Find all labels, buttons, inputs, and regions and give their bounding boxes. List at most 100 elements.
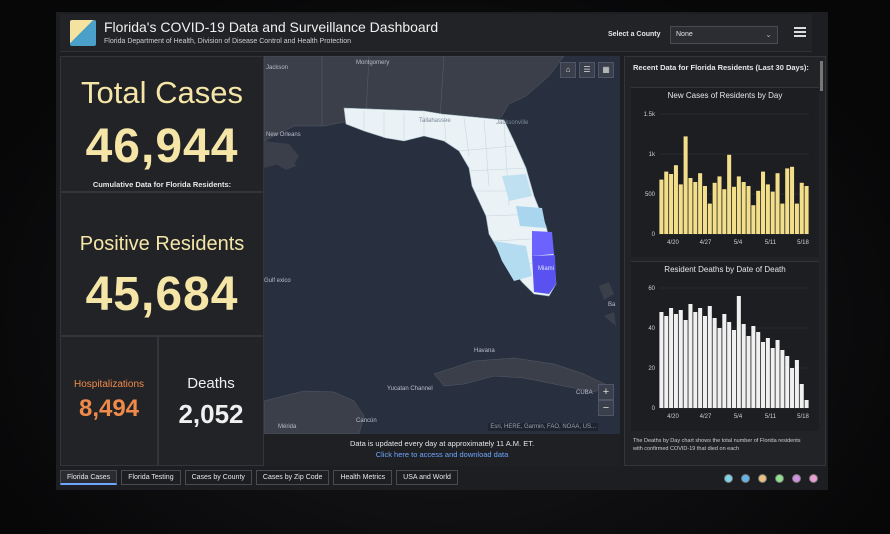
bottom-tabs: Florida Cases Florida Testing Cases by Cou… — [60, 470, 458, 488]
chart-bar — [707, 203, 712, 234]
chart-bar — [770, 348, 775, 408]
map-label-yucatan: Yucatan Channel — [387, 386, 433, 392]
map-attribution[interactable]: Esri, HERE, Garmin, FAO, NOAA, US... — [488, 423, 598, 431]
chart-bar — [741, 324, 746, 408]
deaths-chart-title: Resident Deaths by Date of Death — [664, 265, 786, 274]
map-label-montgomery: Montgomery — [356, 60, 390, 66]
total-cases-panel: Total Cases 46,944 Cumulative Data for F… — [60, 56, 264, 192]
map-label-tallahassee: Tallahassee — [419, 118, 451, 124]
chart-bar — [717, 328, 722, 408]
zoom-in-button[interactable]: + — [598, 384, 614, 400]
deaths-chart: Resident Deaths by Date of Death 60 40 20 0… — [631, 261, 819, 431]
widget-dot-button[interactable] — [724, 474, 733, 483]
x-tick-label: 5/11 — [765, 240, 777, 246]
dashboard-screen: Florida's COVID-19 Data and Surveillance… — [56, 12, 828, 490]
chevron-down-icon: ⌄ — [765, 30, 772, 39]
chart-bar — [664, 171, 669, 234]
chart-bar — [673, 165, 678, 234]
tab-health-metrics[interactable]: Health Metrics — [333, 470, 393, 485]
tab-florida-testing[interactable]: Florida Testing — [121, 470, 181, 485]
chart-bar — [683, 136, 688, 234]
map-label-ba: Ba — [608, 302, 616, 308]
chart-bar — [712, 318, 717, 408]
panel-scrollbar[interactable] — [820, 61, 823, 91]
chart-bar — [722, 189, 727, 234]
x-tick-label: 5/18 — [797, 240, 809, 246]
download-data-link[interactable]: Click here to access and download data — [375, 450, 509, 459]
new-cases-chart-svg: 1.5k 1k 500 0 4/20 4/27 5/4 5/11 5/18 — [644, 112, 810, 246]
chart-bar — [794, 360, 799, 408]
positive-residents-label: Positive Residents — [79, 233, 245, 255]
y-tick-label: 500 — [645, 192, 656, 198]
map-label-jackson: Jackson — [266, 65, 289, 71]
chart-bar — [722, 314, 727, 408]
map-label-new-orleans: New Orleans — [266, 132, 301, 138]
page-subtitle: Florida Department of Health, Division o… — [104, 38, 352, 45]
tab-usa-and-world[interactable]: USA and World — [396, 470, 458, 485]
chart-bar — [693, 182, 698, 234]
map-label-cuba: CUBA — [576, 390, 593, 396]
county-select[interactable]: None ⌄ — [670, 26, 778, 44]
widget-dot-button[interactable] — [775, 474, 784, 483]
deaths-value: 2,052 — [178, 399, 244, 429]
map-footer: Data is updated every day at approximate… — [264, 434, 620, 466]
chart-bar — [678, 184, 683, 234]
florida-map[interactable]: Jackson Montgomery New Orleans Tallahass… — [264, 56, 620, 434]
chart-bar — [698, 308, 703, 408]
chart-bar — [659, 312, 664, 408]
x-tick-label: 4/20 — [667, 414, 679, 420]
chart-bar — [707, 306, 712, 408]
zoom-out-button[interactable]: − — [598, 400, 614, 416]
chart-bar — [693, 312, 698, 408]
chart-bar — [702, 186, 707, 234]
total-cases-value: 46,944 — [85, 120, 239, 173]
widget-dot-button[interactable] — [741, 474, 750, 483]
menu-icon[interactable] — [794, 27, 806, 37]
chart-bar — [804, 400, 809, 408]
chart-bar — [683, 320, 688, 408]
list-icon[interactable]: ☰ — [579, 62, 595, 78]
x-tick-label: 4/20 — [667, 240, 679, 246]
chart-bar — [785, 356, 790, 408]
county-select-value: None — [676, 31, 693, 38]
chart-bar — [678, 310, 683, 408]
chart-bar — [804, 186, 809, 234]
chart-bar — [741, 182, 746, 234]
chart-bar — [761, 342, 766, 408]
widget-dot-button[interactable] — [758, 474, 767, 483]
chart-bar — [770, 191, 775, 234]
chart-bar — [731, 330, 737, 408]
chart-bar — [673, 314, 678, 408]
florida-logo-icon — [70, 20, 96, 46]
tab-florida-cases[interactable]: Florida Cases — [60, 470, 118, 485]
chart-bar — [761, 171, 766, 234]
deaths-chart-svg: 60 40 20 0 4/20 4/27 5/4 5/11 5/18 — [648, 286, 809, 420]
new-cases-chart-title: New Cases of Residents by Day — [667, 91, 783, 100]
chart-bar — [727, 322, 732, 408]
page-title: Florida's COVID-19 Data and Surveillance… — [104, 19, 439, 35]
tab-cases-by-zip-code[interactable]: Cases by Zip Code — [255, 470, 330, 485]
tab-cases-by-county[interactable]: Cases by County — [184, 470, 252, 485]
map-label-gulf: Gulf exico — [264, 278, 291, 284]
chart-bar — [746, 336, 751, 408]
positive-residents-value: 45,684 — [85, 268, 239, 321]
chart-bar — [756, 190, 761, 234]
chart-bar — [717, 176, 722, 234]
map-label-havana: Havana — [474, 348, 495, 354]
basemap-gallery-icon[interactable]: ▦ — [598, 62, 614, 78]
hospitalizations-panel: Hospitalizations 8,494 — [60, 336, 158, 466]
map-label-merida: Mérida — [278, 424, 297, 430]
x-tick-label: 5/18 — [797, 414, 809, 420]
home-icon[interactable]: ⌂ — [560, 62, 576, 78]
widget-dot-button[interactable] — [792, 474, 801, 483]
chart-bar — [785, 168, 790, 234]
update-notice: Data is updated every day at approximate… — [349, 439, 535, 448]
chart-bar — [698, 173, 703, 234]
widget-dot-button[interactable] — [809, 474, 818, 483]
chart-bar — [736, 296, 741, 408]
chart-bar — [664, 316, 669, 408]
deaths-label: Deaths — [187, 375, 235, 392]
chart-bar — [712, 182, 717, 234]
chart-bar — [702, 316, 707, 408]
dashboard-header: Florida's COVID-19 Data and Surveillance… — [60, 14, 812, 52]
